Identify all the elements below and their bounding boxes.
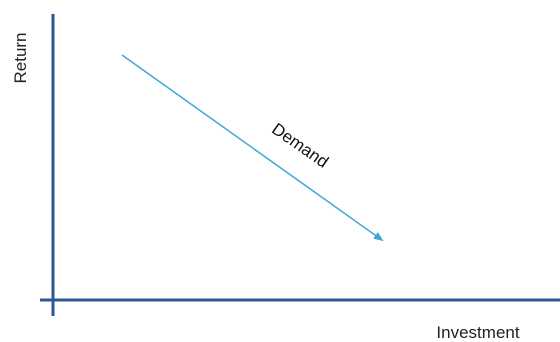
- y-axis-label: Return: [11, 32, 30, 83]
- demand-line: [121, 54, 384, 242]
- x-axis-label: Investment: [436, 323, 519, 342]
- demand-curve-label: Demand: [268, 119, 332, 171]
